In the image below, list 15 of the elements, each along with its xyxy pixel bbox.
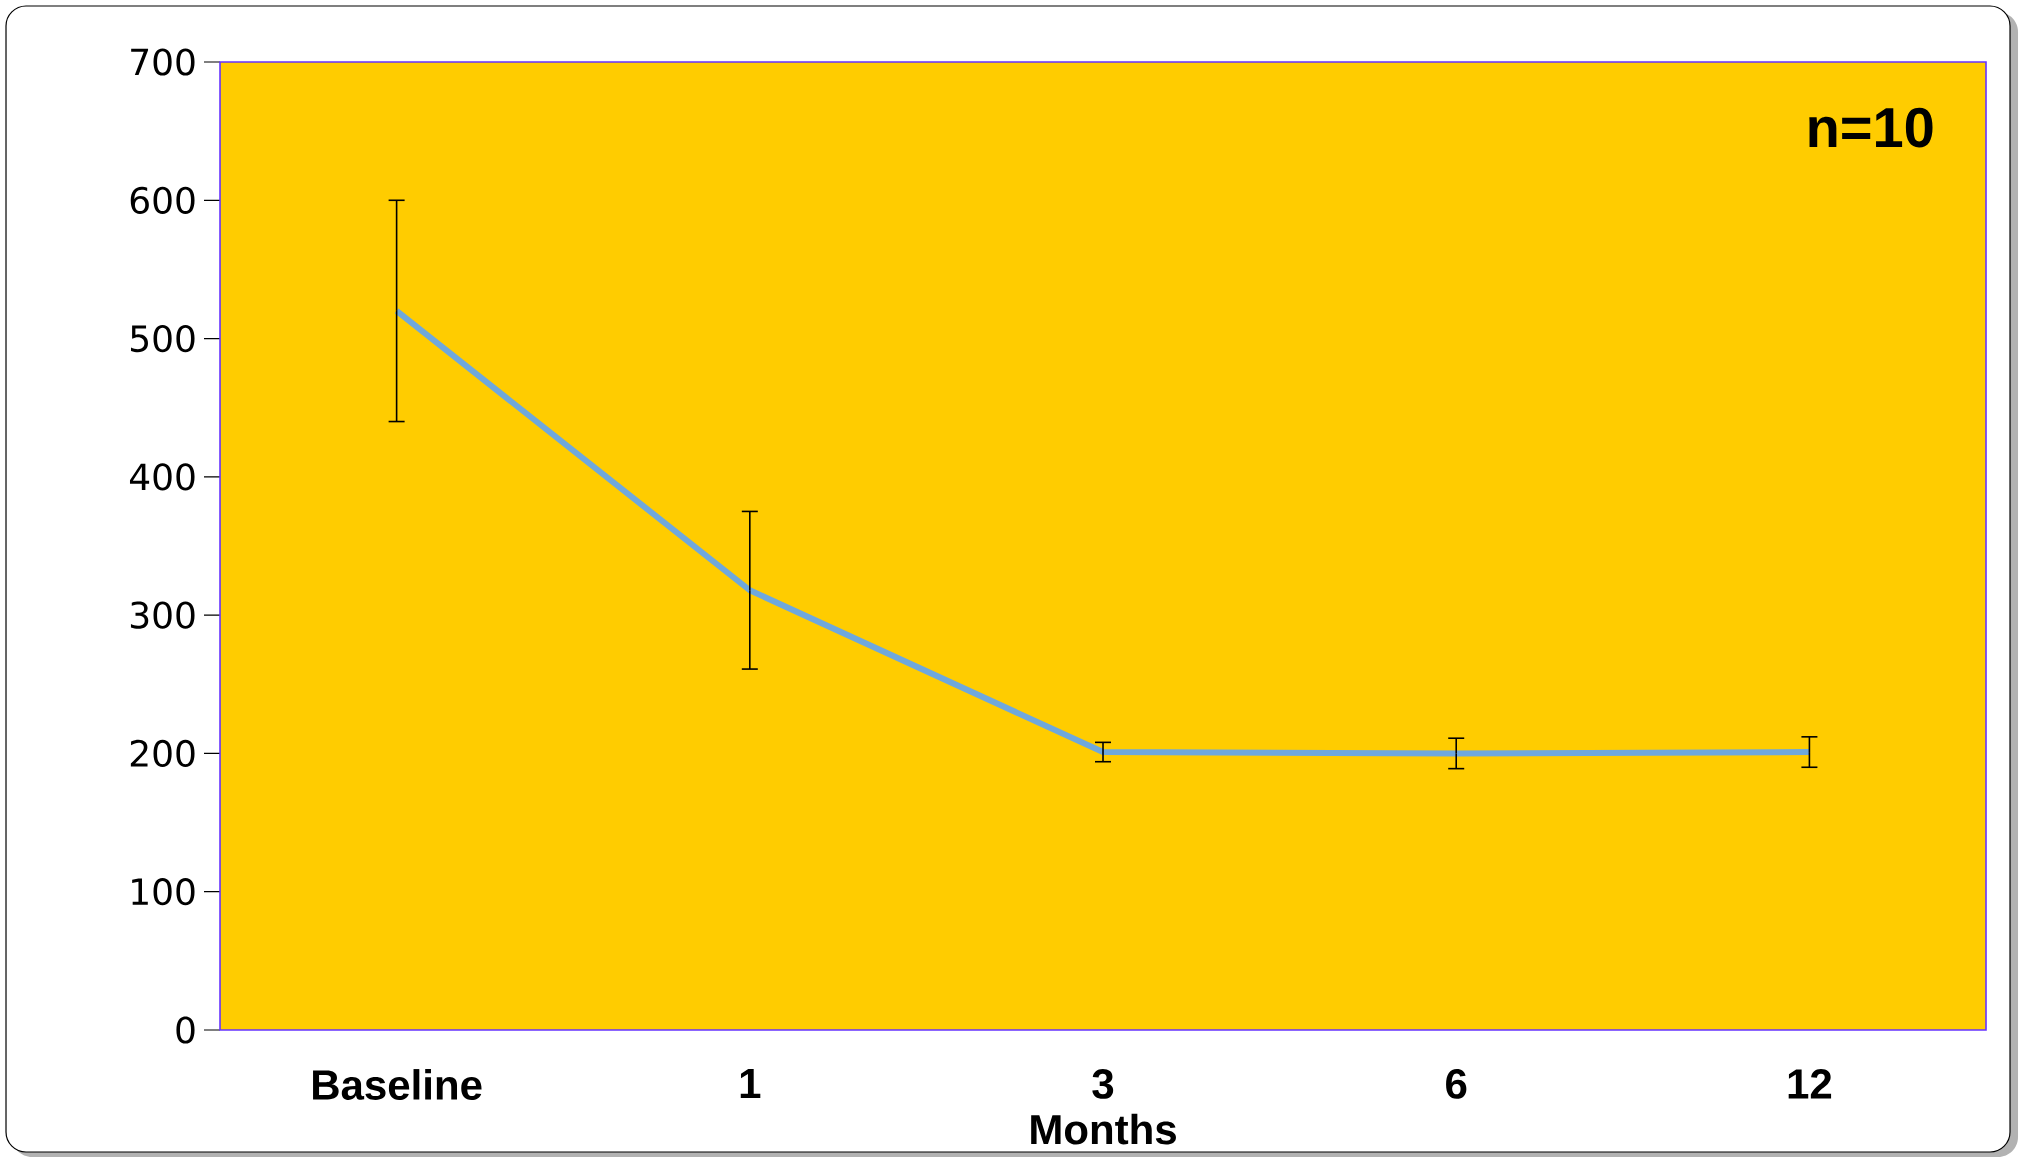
x-tick-label: Baseline bbox=[313, 1069, 482, 1100]
annotation: n=10 bbox=[1809, 107, 1933, 148]
y-tick-label: 200 bbox=[130, 739, 195, 768]
y-tick-label: 600 bbox=[130, 186, 195, 214]
y-tick-label: 0 bbox=[176, 1016, 195, 1044]
y-tick-label: 300 bbox=[130, 601, 195, 629]
x-tick-label: 1 bbox=[740, 1069, 761, 1098]
y-tick-label: 100 bbox=[132, 878, 195, 906]
y-tick-label: 500 bbox=[131, 324, 195, 353]
x-tick-label: 3 bbox=[1092, 1069, 1114, 1099]
y-tick-label: 400 bbox=[129, 463, 195, 491]
x-tick-label: 6 bbox=[1446, 1069, 1467, 1099]
x-tick-label: 12 bbox=[1788, 1069, 1832, 1099]
y-tick-label: 700 bbox=[131, 48, 195, 76]
x-axis-title: Months bbox=[1031, 1113, 1176, 1145]
